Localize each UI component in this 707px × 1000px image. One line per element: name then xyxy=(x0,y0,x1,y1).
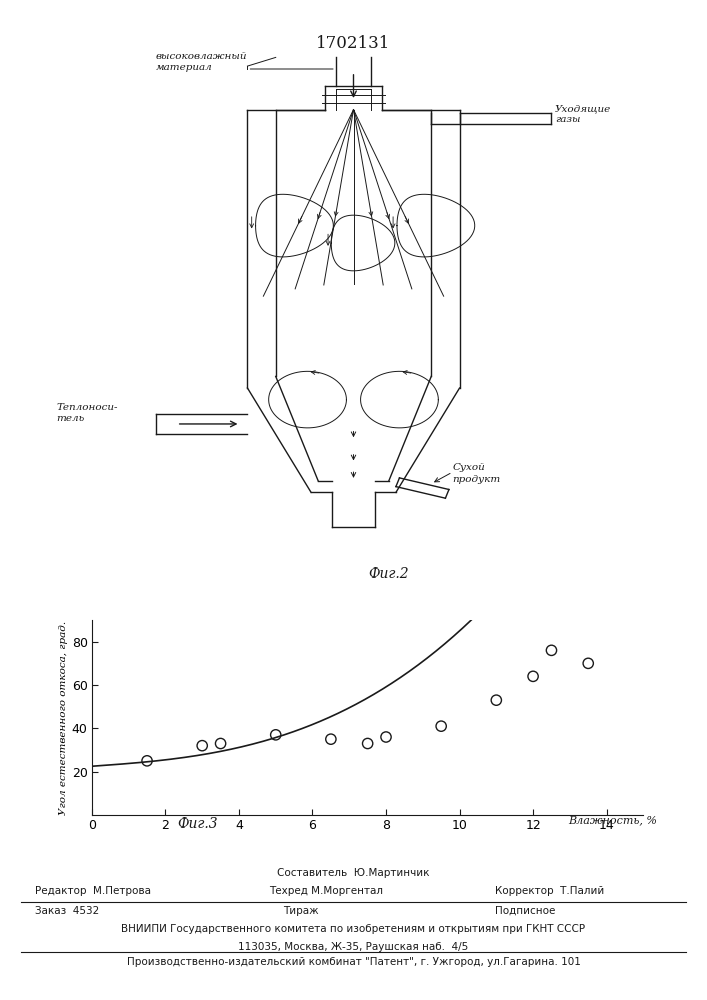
Text: 1702131: 1702131 xyxy=(316,35,391,52)
Text: Производственно-издательский комбинат "Патент", г. Ужгород, ул.Гагарина. 101: Производственно-издательский комбинат "П… xyxy=(127,957,580,967)
Point xyxy=(215,736,226,752)
Text: Фиг.2: Фиг.2 xyxy=(368,567,409,581)
Text: Техред М.Моргентал: Техред М.Моргентал xyxy=(269,886,382,896)
Text: Составитель  Ю.Мартинчик: Составитель Ю.Мартинчик xyxy=(277,868,430,878)
Point xyxy=(141,753,153,769)
Point xyxy=(380,729,392,745)
Text: ВНИИПИ Государственного комитета по изобретениям и открытиям при ГКНТ СССР: ВНИИПИ Государственного комитета по изоб… xyxy=(122,924,585,934)
Text: Влажность, %: Влажность, % xyxy=(568,815,658,825)
Point xyxy=(546,642,557,658)
Text: Фиг.3: Фиг.3 xyxy=(177,817,218,831)
Text: Подписное: Подписное xyxy=(495,906,555,916)
Y-axis label: Угол естественного откоса, град.: Угол естественного откоса, град. xyxy=(59,620,68,815)
Text: Редактор  М.Петрова: Редактор М.Петрова xyxy=(35,886,151,896)
Point xyxy=(527,668,539,684)
Point xyxy=(325,731,337,747)
Text: Сухой
продукт: Сухой продукт xyxy=(452,463,501,484)
Point xyxy=(436,718,447,734)
Text: 113035, Москва, Ж-35, Раушская наб.  4/5: 113035, Москва, Ж-35, Раушская наб. 4/5 xyxy=(238,942,469,952)
Point xyxy=(270,727,281,743)
Text: высоковлажный
материал: высоковлажный материал xyxy=(156,52,247,72)
Point xyxy=(583,655,594,671)
Text: Тираж: Тираж xyxy=(283,906,318,916)
Text: Уходящие
газы: Уходящие газы xyxy=(555,104,612,124)
Point xyxy=(491,692,502,708)
Point xyxy=(197,738,208,754)
Text: Теплоноси-
тель: Теплоноси- тель xyxy=(57,402,118,423)
Text: Корректор  Т.Палий: Корректор Т.Палий xyxy=(495,886,604,896)
Text: Заказ  4532: Заказ 4532 xyxy=(35,906,100,916)
Point xyxy=(362,736,373,752)
